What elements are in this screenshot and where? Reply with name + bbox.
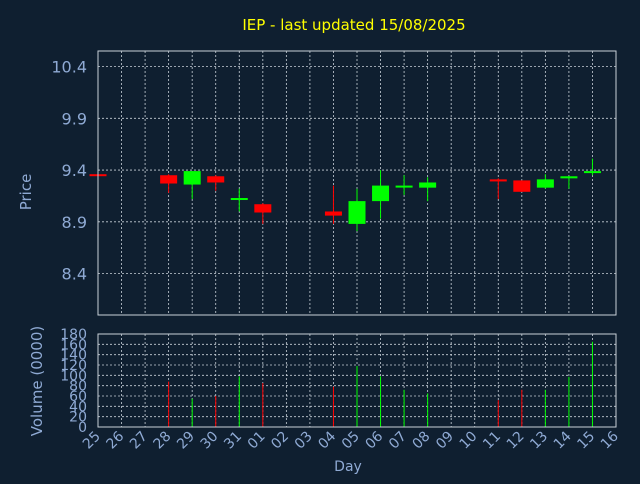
candle-body <box>536 179 554 188</box>
volume-bars <box>168 341 593 427</box>
candle-body <box>324 211 342 216</box>
candle-31 <box>230 188 248 212</box>
volume-y-tick-label: 20 <box>69 410 87 426</box>
candle-14 <box>560 176 578 189</box>
candle-15 <box>583 158 601 176</box>
price-y-tick-labels: 8.4 8.9 9.4 9.9 10.4 <box>51 58 87 284</box>
x-tick-labels: 25 26 27 28 29 30 31 01 02 03 04 05 06 07 08 09 10 11 12 13… <box>80 428 622 452</box>
candle-11 <box>489 178 507 200</box>
price-y-tick-label: 8.4 <box>62 265 87 284</box>
candle-body <box>230 198 248 201</box>
price-panel-frame <box>97 50 617 316</box>
candle-body <box>489 179 507 182</box>
price-y-tick-label: 10.4 <box>51 58 87 77</box>
price-candles <box>89 158 601 232</box>
volume-y-tick-label: 160 <box>60 337 87 353</box>
x-axis-label: Day <box>334 459 362 475</box>
candle-body <box>513 180 531 192</box>
candle-body <box>395 185 413 188</box>
candle-body <box>372 185 390 202</box>
volume-panel-frame <box>97 333 617 428</box>
candle-body <box>560 176 578 179</box>
candle-12 <box>513 180 531 192</box>
candle-body <box>419 182 437 188</box>
candle-body <box>583 171 601 174</box>
candle-body <box>160 175 178 184</box>
price-axis-label: Price <box>17 174 35 211</box>
candle-06 <box>372 170 390 219</box>
volume-axis-label: Volume (0000) <box>28 326 46 436</box>
candle-body <box>254 204 272 213</box>
candle-13 <box>536 174 554 189</box>
candle-05 <box>348 188 366 232</box>
candle-04 <box>324 185 342 224</box>
candle-07 <box>395 175 413 195</box>
candle-08 <box>419 177 437 202</box>
price-y-tick-label: 9.9 <box>62 109 87 128</box>
candle-body <box>207 176 225 183</box>
price-y-tick-label: 8.9 <box>62 213 87 232</box>
chart-title: IEP - last updated 15/08/2025 <box>242 16 465 34</box>
volume-y-tick-label: 120 <box>60 358 87 374</box>
candle-30 <box>207 175 225 191</box>
volume-y-tick-label: 40 <box>69 399 87 415</box>
volume-y-tick-label: 0 <box>78 420 87 436</box>
price-y-tick-label: 9.4 <box>62 161 87 180</box>
volume-y-tick-label: 140 <box>60 348 87 364</box>
candle-body <box>348 201 366 224</box>
volume-y-tick-label: 60 <box>69 389 87 405</box>
candle-29 <box>183 171 201 200</box>
candle-28 <box>160 174 178 193</box>
candle-01 <box>254 203 272 224</box>
volume-y-tick-label: 180 <box>60 327 87 343</box>
candle-body <box>183 171 201 185</box>
volume-y-tick-label: 100 <box>60 368 87 384</box>
volume-y-tick-label: 80 <box>69 379 87 395</box>
